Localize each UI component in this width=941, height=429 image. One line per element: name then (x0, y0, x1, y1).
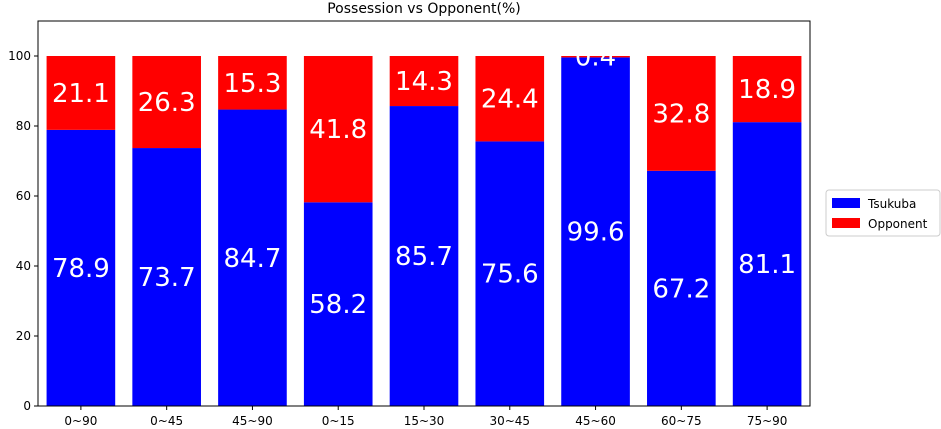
legend-label-opponent: Opponent (868, 217, 928, 231)
bar-tsukuba-4 (389, 106, 459, 407)
bar-tsukuba-2 (218, 109, 287, 407)
y-tick-label-2: 40 (16, 259, 31, 273)
bar-opponent-5 (475, 56, 545, 142)
y-tick-label-0: 0 (23, 399, 31, 413)
bar-label-tsukuba-0: 78.9 (52, 254, 110, 284)
y-tick-label-5: 100 (8, 49, 31, 63)
bar-label-tsukuba-7: 67.2 (652, 274, 710, 304)
bar-label-tsukuba-3: 58.2 (309, 290, 367, 320)
bar-tsukuba-5 (475, 141, 545, 406)
legend-label-tsukuba: Tsukuba (867, 197, 916, 211)
x-axis: 0~90 0~45 45~90 0~15 15~30 30~45 45~60 60~75 75~… (64, 406, 787, 428)
bar-tsukuba-8 (732, 122, 802, 407)
x-tick-label-8: 75~90 (747, 414, 788, 428)
bar-label-opponent-1: 26.3 (138, 88, 196, 118)
bar-label-tsukuba-1: 73.7 (138, 263, 196, 293)
bar-opponent-4 (389, 56, 459, 107)
bar-label-opponent-5: 24.4 (481, 85, 539, 115)
bar-opponent-8 (732, 56, 802, 123)
y-axis: 0 20 40 60 80 100 (8, 49, 38, 413)
bar-opponent-3 (303, 56, 373, 203)
x-tick-label-0: 0~90 (64, 414, 97, 428)
x-tick-label-2: 45~90 (232, 414, 273, 428)
x-tick-label-6: 45~60 (575, 414, 616, 428)
y-tick-label-1: 20 (16, 329, 31, 343)
bar-label-opponent-8: 18.9 (738, 75, 796, 105)
bar-tsukuba-6 (561, 57, 630, 407)
bar-label-tsukuba-6: 99.6 (567, 218, 625, 248)
x-tick-label-7: 60~75 (661, 414, 702, 428)
y-tick-label-4: 80 (16, 119, 31, 133)
bar-tsukuba-7 (647, 170, 716, 406)
x-tick-label-3: 0~15 (322, 414, 355, 428)
bar-label-opponent-4: 14.3 (395, 67, 453, 97)
bar-opponent-6 (561, 56, 630, 58)
bar-opponent-1 (132, 56, 201, 149)
bar-label-opponent-3: 41.8 (309, 115, 367, 145)
bar-label-opponent-6: 0.4 (575, 43, 616, 73)
bar-opponent-7 (647, 56, 716, 171)
legend-swatch-tsukuba (832, 198, 860, 208)
legend-swatch-opponent (832, 218, 860, 228)
chart-title: Possession vs Opponent(%) (327, 1, 521, 17)
x-tick-label-4: 15~30 (404, 414, 445, 428)
bar-tsukuba-0 (46, 129, 116, 406)
bar-opponent-0 (46, 56, 116, 130)
bar-label-opponent-2: 15.3 (223, 69, 281, 99)
plot-frame (37, 20, 811, 407)
bar-label-opponent-7: 32.8 (652, 99, 710, 129)
bar-labels-group: 78.9 21.1 73.7 26.3 84.7 15.3 58.2 41.8 85.7 14.3… (52, 43, 796, 320)
bar-tsukuba-1 (132, 148, 201, 407)
bars-group (46, 56, 802, 407)
y-tick-label-3: 60 (16, 189, 31, 203)
bar-opponent-2 (218, 56, 287, 110)
bar-label-tsukuba-8: 81.1 (738, 250, 796, 280)
bar-label-tsukuba-2: 84.7 (223, 244, 281, 274)
legend: Tsukuba Opponent (825, 189, 941, 237)
bar-label-opponent-0: 21.1 (52, 79, 110, 109)
x-tick-label-5: 30~45 (489, 414, 530, 428)
bar-label-tsukuba-5: 75.6 (481, 260, 539, 290)
bar-label-tsukuba-4: 85.7 (395, 242, 453, 272)
x-tick-label-1: 0~45 (150, 414, 183, 428)
bar-tsukuba-3 (303, 202, 373, 406)
